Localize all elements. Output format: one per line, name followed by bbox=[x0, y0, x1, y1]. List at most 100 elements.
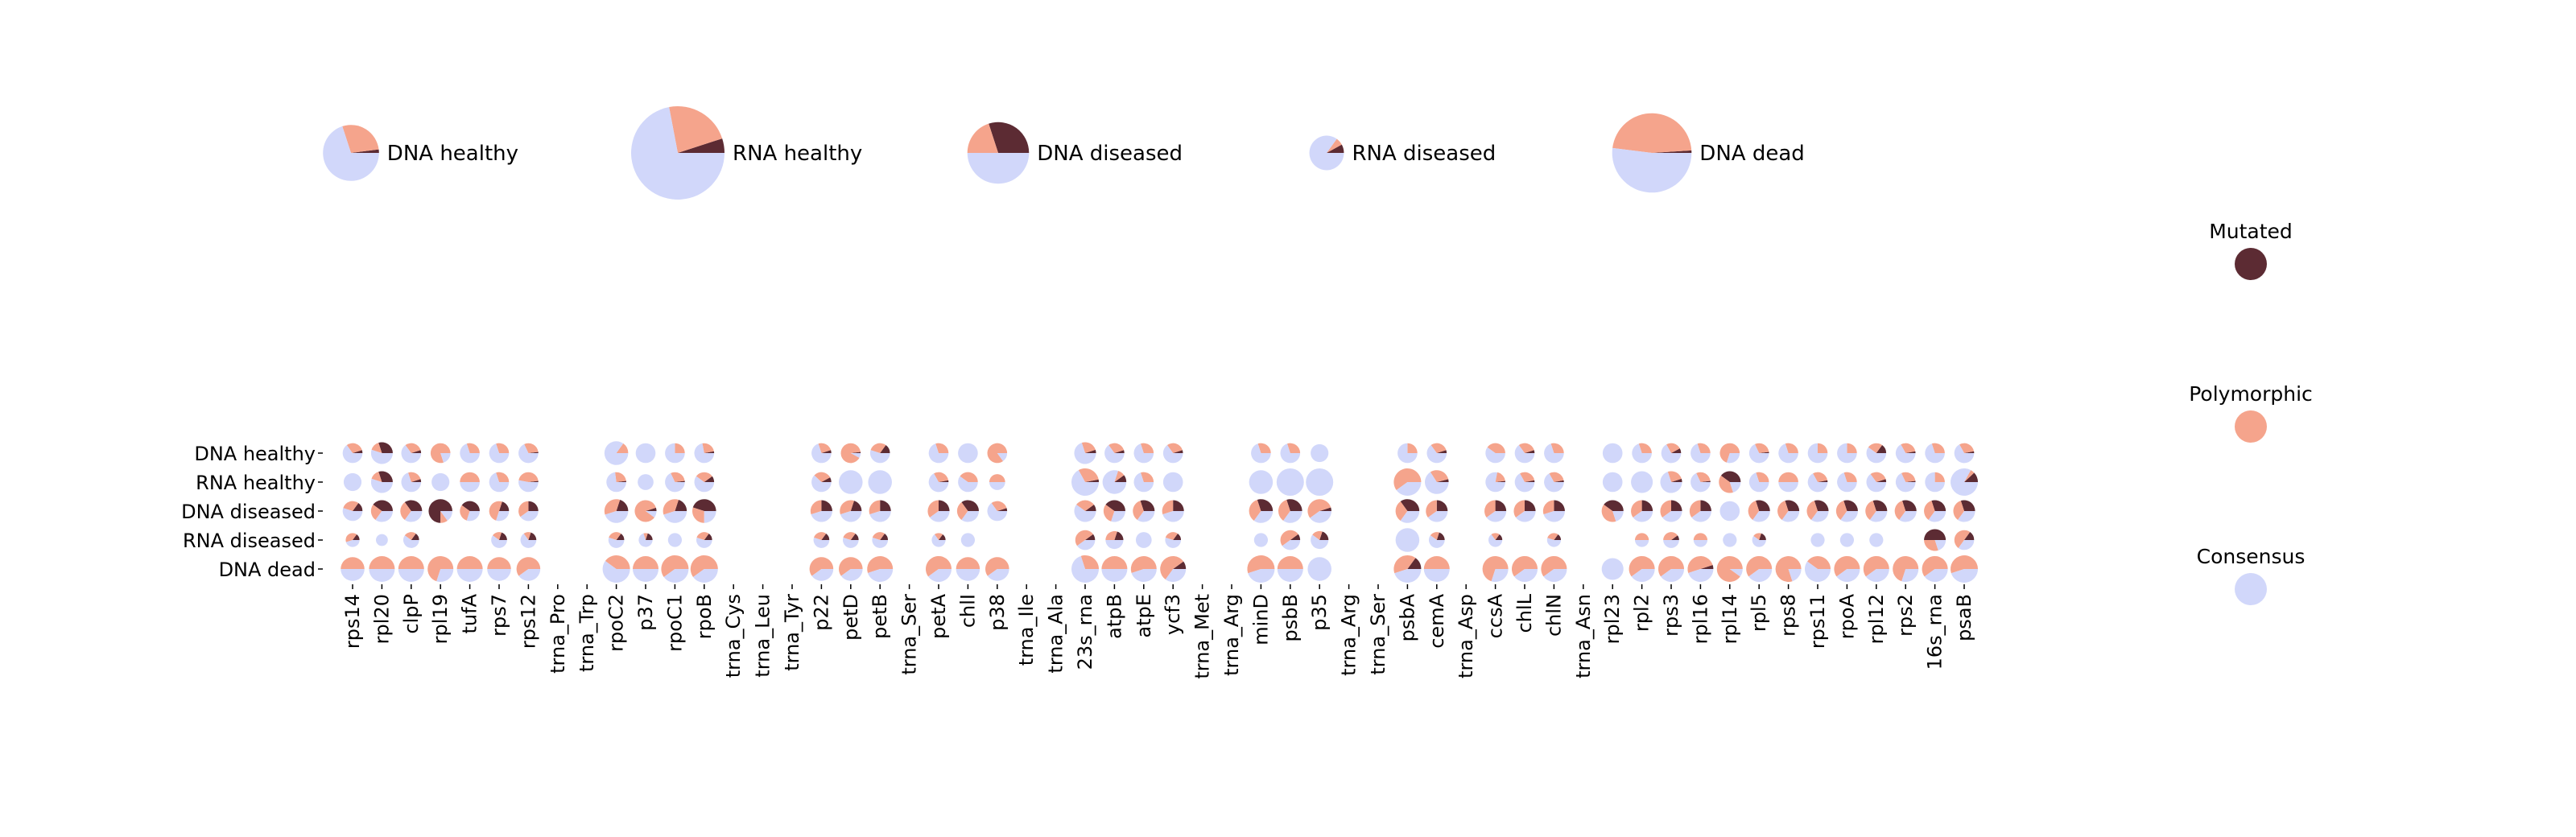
gene-pie bbox=[638, 533, 653, 547]
column-label: atpB bbox=[1103, 594, 1125, 639]
gene-pie-consensus-slice bbox=[1691, 511, 1711, 522]
gene-pie-polymorphic-slice bbox=[696, 532, 709, 540]
column-label: rpl19 bbox=[429, 594, 452, 644]
column-label: p38 bbox=[986, 594, 1009, 631]
column-label: psbA bbox=[1396, 593, 1418, 641]
gene-pie-polymorphic-slice bbox=[616, 443, 629, 453]
gene-pie-polymorphic-slice bbox=[1081, 442, 1096, 453]
gene-pie-mutated-slice bbox=[1257, 499, 1274, 511]
gene-pie-consensus-slice bbox=[958, 443, 978, 464]
gene-pie-consensus-slice bbox=[1748, 443, 1769, 464]
gene-pie-consensus-slice bbox=[1133, 443, 1154, 464]
gene-pie-polymorphic-slice bbox=[818, 443, 832, 453]
gene-pie bbox=[1133, 472, 1154, 493]
gene-pie-consensus-slice bbox=[1133, 472, 1154, 493]
gene-pie-mutated-slice bbox=[1671, 500, 1682, 511]
gene-pie-polymorphic-slice bbox=[615, 472, 626, 482]
gene-pie bbox=[460, 443, 480, 464]
gene-pie-polymorphic-slice bbox=[927, 500, 939, 517]
gene-pie bbox=[1306, 468, 1334, 496]
gene-pie-mutated-slice bbox=[1114, 450, 1125, 453]
gene-pie bbox=[608, 532, 625, 548]
gene-pie-consensus-slice bbox=[1778, 443, 1798, 464]
gene-pie-polymorphic-slice bbox=[1631, 500, 1642, 517]
gene-pie-consensus-slice bbox=[1729, 482, 1741, 493]
gene-pie bbox=[1428, 532, 1445, 548]
column-label: cemA bbox=[1426, 593, 1448, 648]
gene-pie-polymorphic-slice bbox=[1287, 443, 1301, 453]
gene-pie-consensus-slice bbox=[1104, 445, 1125, 464]
gene-pie-mutated-slice bbox=[1173, 500, 1184, 511]
gene-pie-polymorphic-slice bbox=[398, 556, 424, 569]
gene-pie bbox=[1103, 500, 1125, 522]
gene-pie-polymorphic-slice bbox=[1495, 472, 1505, 482]
gene-pie-polymorphic-slice bbox=[1666, 443, 1680, 453]
gene-pie-consensus-slice bbox=[342, 508, 363, 522]
gene-pie bbox=[1748, 472, 1769, 493]
gene-pie-polymorphic-slice bbox=[1133, 501, 1144, 520]
gene-pie bbox=[1542, 500, 1565, 522]
gene-pie-polymorphic-slice bbox=[814, 532, 827, 540]
column-label: petD bbox=[840, 594, 862, 641]
gene-pie-mutated-slice bbox=[821, 450, 832, 453]
gene-pie-polymorphic-slice bbox=[1312, 530, 1323, 540]
gene-pie-consensus-slice bbox=[928, 473, 949, 493]
gene-pie bbox=[1658, 555, 1685, 582]
gene-pie bbox=[343, 472, 362, 492]
gene-pie bbox=[1514, 443, 1535, 464]
gene-pie-consensus-slice bbox=[404, 511, 423, 522]
gene-pie bbox=[661, 555, 689, 583]
column-label: ccsA bbox=[1484, 593, 1507, 638]
gene-pie bbox=[928, 443, 949, 464]
gene-pie bbox=[460, 501, 480, 522]
gene-pie-polymorphic-slice bbox=[1601, 505, 1616, 522]
gene-pie bbox=[489, 443, 510, 464]
gene-pie-polymorphic-slice bbox=[1257, 443, 1271, 453]
gene-pie-consensus-slice bbox=[1137, 511, 1155, 522]
gene-pie bbox=[1135, 532, 1152, 548]
column-label: rpoC1 bbox=[663, 594, 686, 652]
gene-pie-consensus-slice bbox=[696, 537, 712, 548]
gene-pie bbox=[931, 533, 946, 547]
gene-pie-consensus-slice bbox=[460, 482, 480, 493]
gene-pie bbox=[1425, 470, 1449, 494]
gene-pie bbox=[1924, 500, 1946, 522]
gene-pie bbox=[431, 472, 450, 492]
gene-pie-polymorphic-slice bbox=[1491, 533, 1500, 540]
column-label: rpl16 bbox=[1689, 594, 1711, 644]
gene-pie-consensus-slice bbox=[1729, 569, 1743, 577]
gene-pie-polymorphic-slice bbox=[1863, 555, 1889, 577]
summary-pies: DNA healthy RNA healthy DNA diseased RNA di… bbox=[323, 106, 1805, 200]
gene-pie bbox=[840, 500, 862, 522]
gene-pie-consensus-slice bbox=[869, 450, 890, 464]
gene-pie-consensus-slice bbox=[1660, 472, 1682, 493]
gene-pie-mutated-slice bbox=[821, 477, 832, 482]
gene-pie-consensus-slice bbox=[1934, 540, 1946, 550]
gene-pie-polymorphic-slice bbox=[1777, 501, 1789, 520]
gene-pie bbox=[1865, 500, 1888, 522]
gene-pie-mutated-slice bbox=[1700, 500, 1711, 511]
gene-pie bbox=[342, 501, 363, 522]
gene-pie-consensus-slice bbox=[1516, 511, 1536, 522]
gene-pie-consensus-slice bbox=[1165, 537, 1182, 548]
gene-pie-polymorphic-slice bbox=[1934, 472, 1945, 482]
gene-pie-mutated-slice bbox=[1140, 500, 1155, 511]
gene-pie bbox=[518, 472, 539, 493]
gene-pie-consensus-slice bbox=[1543, 511, 1565, 522]
gene-pie bbox=[1393, 468, 1422, 496]
column-label: rpl23 bbox=[1601, 594, 1624, 644]
gene-pie bbox=[811, 472, 832, 493]
gene-pie-polymorphic-slice bbox=[460, 505, 470, 521]
gene-pie-mutated-slice bbox=[1554, 534, 1562, 540]
gene-pie-consensus-slice bbox=[489, 443, 510, 464]
row-label: RNA healthy bbox=[196, 472, 316, 494]
gene-pie bbox=[665, 443, 685, 464]
gene-pie-mutated-slice bbox=[461, 501, 480, 511]
gene-pie-consensus-slice bbox=[868, 470, 892, 494]
gene-pie-mutated-slice bbox=[1902, 500, 1917, 511]
gene-pie-polymorphic-slice bbox=[839, 557, 863, 576]
gene-pie-mutated-slice bbox=[1085, 534, 1096, 540]
gene-pie-mutated-slice bbox=[1114, 475, 1127, 482]
legend-consensus-label: Consensus bbox=[2197, 545, 2306, 568]
gene-pie-polymorphic-slice bbox=[1141, 472, 1154, 482]
